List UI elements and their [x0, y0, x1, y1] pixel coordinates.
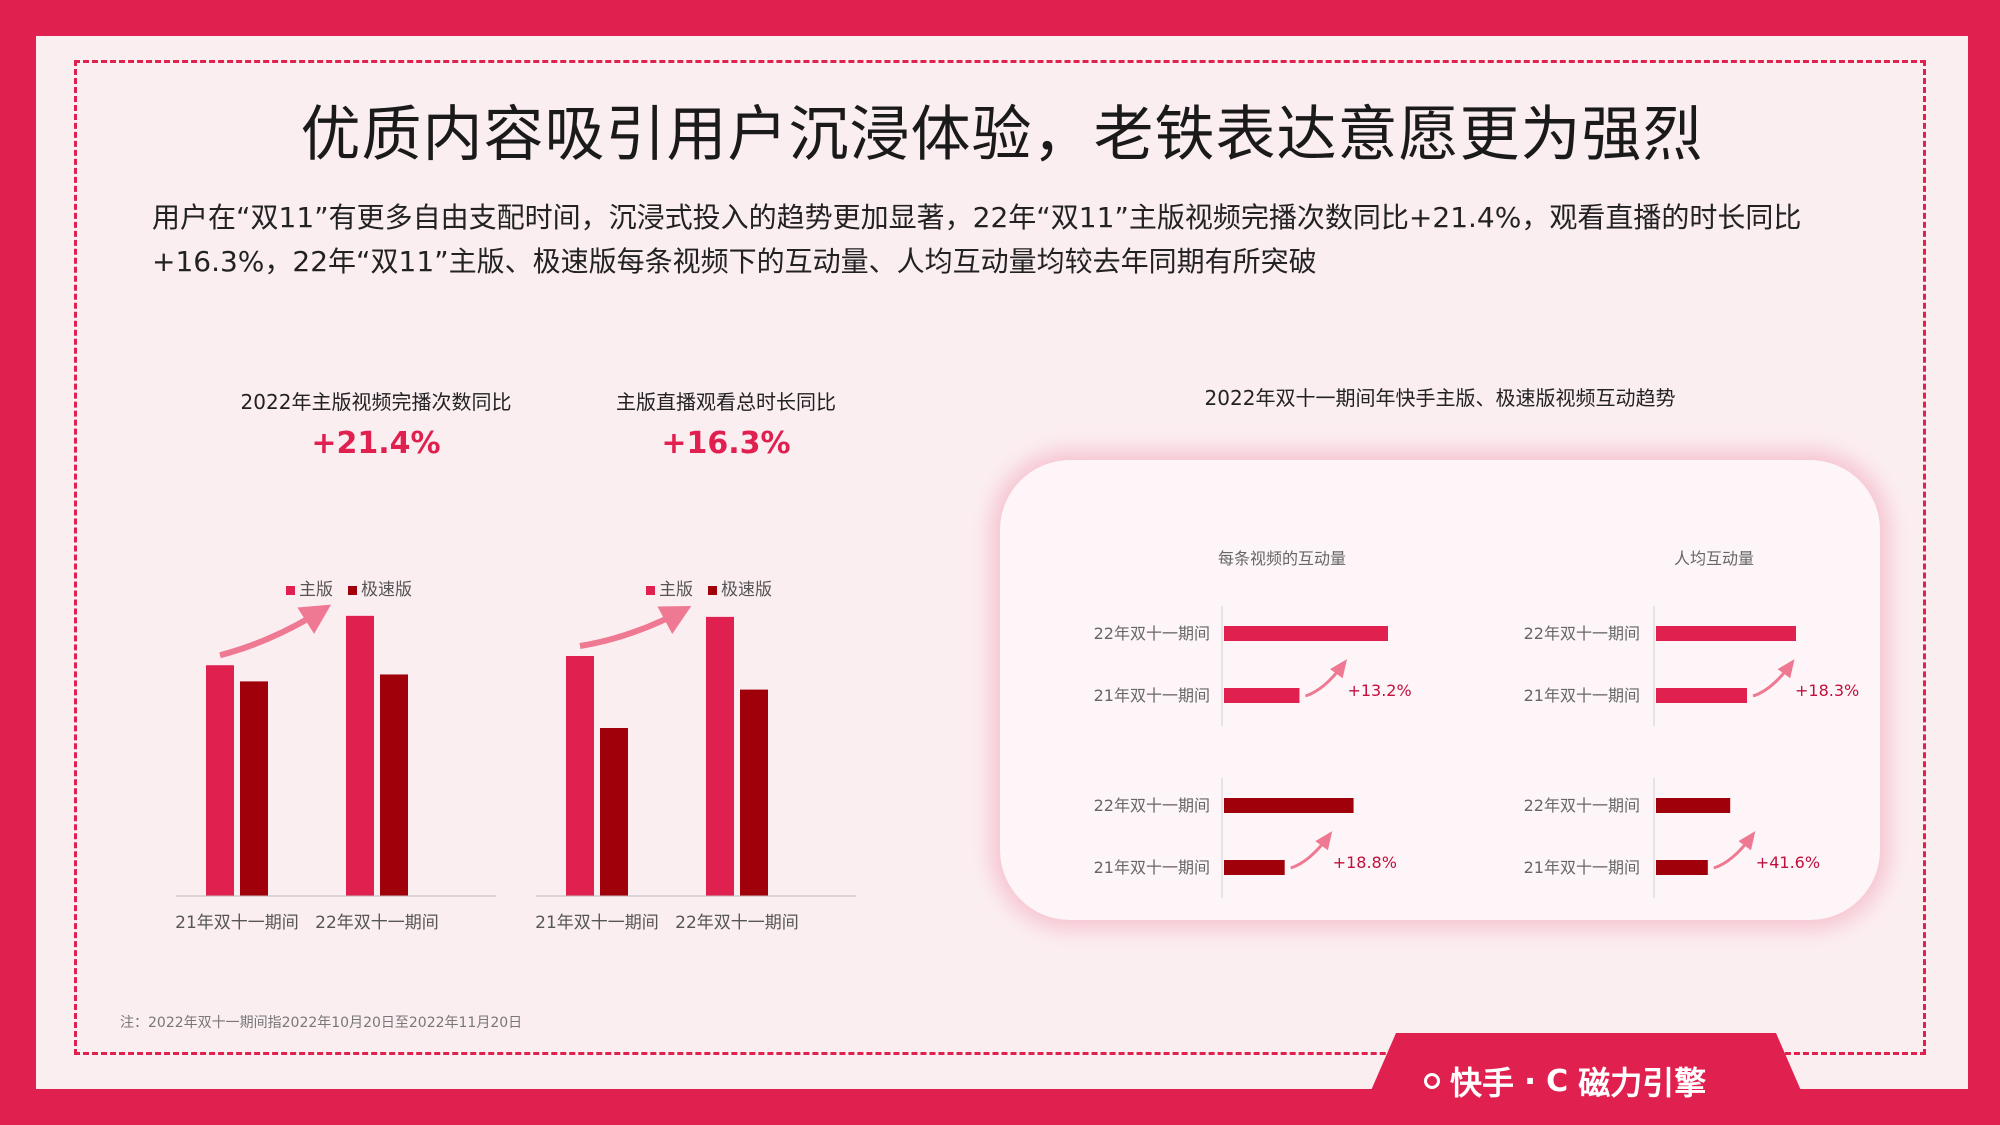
- legend-label: 极速版: [721, 580, 772, 600]
- bar-lite-1: [380, 674, 408, 896]
- hbar-label: 22年双十一期间: [1524, 796, 1640, 815]
- dashed-border: [74, 60, 1926, 1055]
- slide-title: 优质内容吸引用户沉浸体验，老铁表达意愿更为强烈: [300, 100, 1704, 170]
- bar-main-0: [206, 665, 234, 896]
- brand-kuaishou: 快手: [1450, 1064, 1515, 1102]
- hbar-arrow: [1290, 831, 1333, 870]
- hchart-title: 人均互动量: [1674, 549, 1754, 568]
- legend-swatch: [348, 586, 357, 595]
- hbar-label: 21年双十一期间: [1524, 858, 1640, 877]
- hbar-0-0: [1224, 626, 1388, 641]
- slide: 优质内容吸引用户沉浸体验，老铁表达意愿更为强烈 用户在“双11”有更多自由支配时…: [36, 36, 1968, 1089]
- legend-label: 主版: [659, 580, 693, 600]
- legend-label: 主版: [299, 580, 333, 600]
- hbar-growth: +41.6%: [1756, 853, 1820, 872]
- x-tick-label: 21年双十一期间: [175, 913, 299, 933]
- brand-logo: 快手 · C 磁力引擎: [1424, 1058, 1706, 1104]
- chart2-bar-chart: 主版 极速版 21年双十一期间 22年双十一期间: [535, 580, 856, 933]
- bar-main-1: [346, 615, 374, 896]
- bar-main-0: [566, 656, 594, 896]
- hbar-1-1: [1656, 860, 1708, 875]
- hbar-label: 21年双十一期间: [1094, 686, 1210, 705]
- hbar-label: 22年双十一期间: [1094, 796, 1210, 815]
- legend-swatch: [286, 586, 295, 595]
- bar-main-1: [706, 616, 734, 896]
- hbar-arrow: [1752, 659, 1795, 698]
- bar-lite-0: [240, 681, 268, 896]
- chart4-hbar-chart: 人均互动量 22年双十一期间 21年双十一期间 +18.3% 22年双十一期间 21年双十…: [1524, 549, 1859, 898]
- x-tick-label: 21年双十一期间: [535, 913, 659, 933]
- panel-title: 2022年双十一期间年快手主版、极速版视频互动趋势: [1204, 386, 1676, 410]
- x-tick-label: 22年双十一期间: [315, 913, 439, 933]
- hbar-0-1: [1656, 688, 1747, 703]
- legend-swatch: [708, 586, 717, 595]
- footnote: 注：2022年双十一期间指2022年10月20日至2022年11月20日: [120, 1015, 523, 1031]
- growth-arrow: [579, 606, 692, 649]
- hbar-growth: +18.8%: [1333, 853, 1397, 872]
- slide-subtitle: 用户在“双11”有更多自由支配时间，沉浸式投入的趋势更加显著，22年“双11”主…: [152, 201, 1802, 278]
- brand-engine: 磁力引擎: [1578, 1064, 1707, 1102]
- chart2-title: 主版直播观看总时长同比: [616, 390, 836, 414]
- hbar-0-1: [1224, 688, 1300, 703]
- x-tick-label: 22年双十一期间: [675, 913, 799, 933]
- hbar-growth: +18.3%: [1795, 681, 1859, 700]
- hbar-label: 21年双十一期间: [1094, 858, 1210, 877]
- brand-separator: ·: [1524, 1062, 1537, 1100]
- bar-lite-0: [600, 728, 628, 896]
- legend-label: 极速版: [361, 580, 412, 600]
- hbar-0-0: [1656, 626, 1796, 641]
- hchart-title: 每条视频的互动量: [1218, 549, 1346, 568]
- kuaishou-logo-icon: [1424, 1073, 1440, 1089]
- chart2-stat: +16.3%: [661, 426, 791, 461]
- hbar-1-0: [1656, 798, 1731, 813]
- hbar-growth: +13.2%: [1347, 681, 1411, 700]
- chart1-bar-chart: 主版 极速版 21年双十一期间 22年双十一期间: [175, 580, 496, 933]
- growth-arrow: [219, 604, 332, 659]
- chart1-title: 2022年主版视频完播次数同比: [240, 390, 512, 414]
- hbar-arrow: [1713, 831, 1756, 870]
- hbar-label: 22年双十一期间: [1094, 624, 1210, 643]
- legend-swatch: [646, 586, 655, 595]
- hbar-arrow: [1304, 659, 1347, 698]
- bar-lite-1: [740, 689, 768, 896]
- hbar-label: 21年双十一期间: [1524, 686, 1640, 705]
- hbar-label: 22年双十一期间: [1524, 624, 1640, 643]
- hbar-1-1: [1224, 860, 1285, 875]
- engine-logo-icon: C: [1546, 1063, 1569, 1099]
- chart3-hbar-chart: 每条视频的互动量 22年双十一期间 21年双十一期间 +13.2% 22年双十一期间 21…: [1094, 549, 1412, 898]
- hbar-1-0: [1224, 798, 1354, 813]
- chart1-stat: +21.4%: [311, 426, 441, 461]
